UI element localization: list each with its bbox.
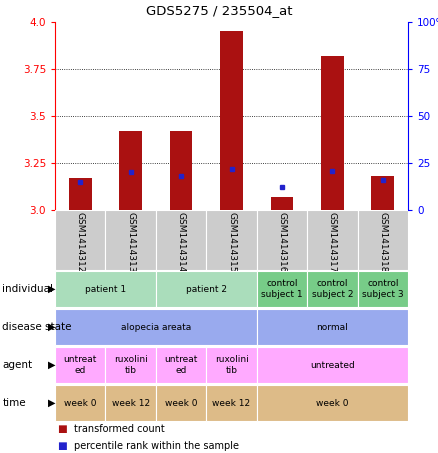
Text: agent: agent (2, 360, 32, 370)
Bar (119, 131, 142, 210)
Text: ▶: ▶ (48, 398, 56, 408)
Bar (257, 271, 307, 307)
Bar (69, 178, 92, 210)
Bar (55, 271, 156, 307)
Text: transformed count: transformed count (74, 424, 165, 434)
Text: alopecia areata: alopecia areata (121, 323, 191, 332)
Text: GSM1414318: GSM1414318 (378, 212, 387, 272)
Bar (170, 131, 192, 210)
Bar (271, 197, 293, 210)
Bar (156, 347, 206, 383)
Bar (156, 271, 257, 307)
Text: week 0: week 0 (165, 399, 198, 408)
Text: week 12: week 12 (212, 399, 251, 408)
Text: untreat
ed: untreat ed (164, 355, 198, 375)
Text: ■: ■ (57, 424, 67, 434)
Bar (307, 271, 357, 307)
Bar (206, 385, 257, 421)
Text: GDS5275 / 235504_at: GDS5275 / 235504_at (146, 4, 292, 17)
Bar (257, 385, 408, 421)
Bar (55, 347, 106, 383)
Text: control
subject 2: control subject 2 (311, 280, 353, 299)
Bar (106, 385, 156, 421)
Bar (257, 210, 307, 270)
Text: percentile rank within the sample: percentile rank within the sample (74, 441, 240, 451)
Bar (206, 347, 257, 383)
Text: patient 2: patient 2 (186, 284, 227, 294)
Bar (357, 271, 408, 307)
Text: ▶: ▶ (48, 322, 56, 332)
Text: week 0: week 0 (64, 399, 96, 408)
Bar (321, 56, 344, 210)
Text: week 12: week 12 (112, 399, 150, 408)
Bar (55, 210, 106, 270)
Text: control
subject 3: control subject 3 (362, 280, 403, 299)
Bar (206, 210, 257, 270)
Bar (257, 309, 408, 345)
Text: GSM1414314: GSM1414314 (177, 212, 186, 272)
Text: control
subject 1: control subject 1 (261, 280, 303, 299)
Text: ▶: ▶ (48, 284, 56, 294)
Bar (220, 31, 243, 210)
Text: week 0: week 0 (316, 399, 349, 408)
Bar (106, 210, 156, 270)
Bar (371, 176, 394, 210)
Bar (156, 385, 206, 421)
Text: ruxolini
tib: ruxolini tib (114, 355, 148, 375)
Text: ruxolini
tib: ruxolini tib (215, 355, 248, 375)
Text: untreat
ed: untreat ed (64, 355, 97, 375)
Bar (106, 347, 156, 383)
Text: individual: individual (2, 284, 53, 294)
Bar (55, 385, 106, 421)
Text: untreated: untreated (310, 361, 355, 370)
Text: normal: normal (317, 323, 348, 332)
Text: ■: ■ (57, 441, 67, 451)
Bar (307, 210, 357, 270)
Bar (257, 347, 408, 383)
Bar (156, 210, 206, 270)
Bar (55, 309, 257, 345)
Text: time: time (2, 398, 26, 408)
Text: patient 1: patient 1 (85, 284, 126, 294)
Bar (357, 210, 408, 270)
Text: disease state: disease state (2, 322, 72, 332)
Text: GSM1414312: GSM1414312 (76, 212, 85, 272)
Text: GSM1414315: GSM1414315 (227, 212, 236, 272)
Text: GSM1414313: GSM1414313 (126, 212, 135, 272)
Text: GSM1414316: GSM1414316 (277, 212, 286, 272)
Text: ▶: ▶ (48, 360, 56, 370)
Text: GSM1414317: GSM1414317 (328, 212, 337, 272)
